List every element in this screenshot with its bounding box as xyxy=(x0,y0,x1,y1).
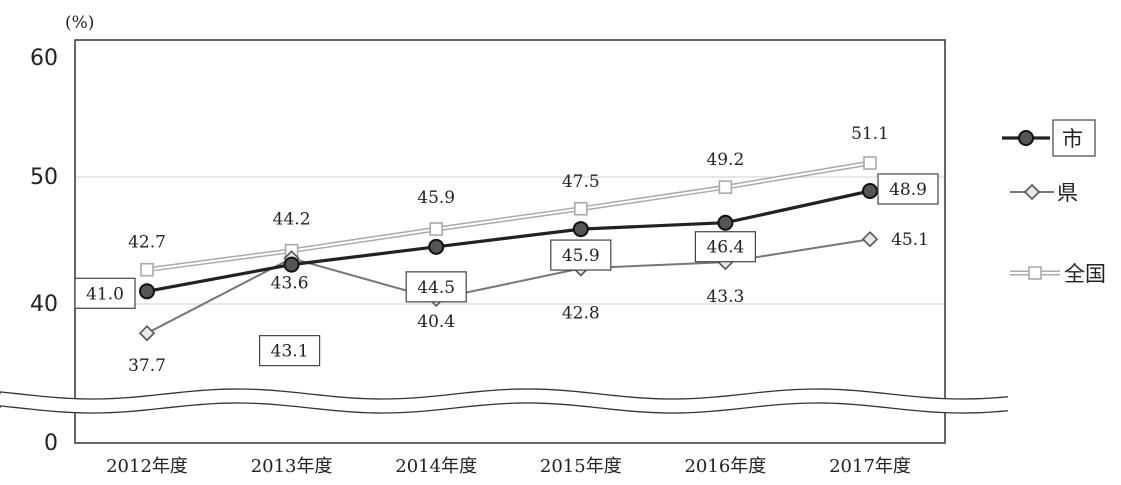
data-label: 43.3 xyxy=(706,287,744,307)
data-point-square xyxy=(718,180,733,194)
data-label: 41.0 xyxy=(86,284,124,304)
y-tick-label: 0 xyxy=(44,431,58,456)
data-label: 42.7 xyxy=(128,233,166,253)
legend-label: 全国 xyxy=(1064,262,1106,286)
data-label: 45.1 xyxy=(891,230,929,250)
y-tick-label: 40 xyxy=(30,292,58,317)
x-tick-label: 2016年度 xyxy=(684,456,766,477)
data-label-box xyxy=(259,335,321,367)
data-point-square xyxy=(140,262,154,277)
series-layer xyxy=(138,156,879,342)
data-point-circle xyxy=(139,283,155,300)
x-tick-label: 2017年度 xyxy=(829,456,911,477)
data-label-box xyxy=(694,231,757,263)
data-point-square xyxy=(429,222,444,236)
data-label: 48.9 xyxy=(889,180,927,200)
data-label: 44.5 xyxy=(417,278,455,298)
data-label: 42.8 xyxy=(562,303,600,323)
data-point-diamond xyxy=(138,325,156,342)
data-label-box xyxy=(550,239,612,271)
axis-break-band xyxy=(0,389,1015,413)
axes xyxy=(0,39,1015,444)
data-label: 51.1 xyxy=(851,124,889,144)
data-label: 46.4 xyxy=(706,238,744,258)
data-point-circle xyxy=(283,256,300,273)
axis-break-line xyxy=(0,402,1009,414)
x-tick-label: 2014年度 xyxy=(395,456,477,477)
data-point-circle xyxy=(717,214,734,231)
data-point-diamond xyxy=(861,231,879,248)
data-label: 45.9 xyxy=(417,188,455,208)
legend-label: 市 xyxy=(1062,127,1083,151)
y-tick-label: 50 xyxy=(30,165,58,190)
data-label-box xyxy=(877,173,939,205)
data-label: 49.2 xyxy=(706,150,744,170)
y-axis-unit: (%) xyxy=(65,13,94,33)
series-line-national-inner xyxy=(146,162,871,271)
data-label: 47.5 xyxy=(562,172,600,192)
data-label: 40.4 xyxy=(417,312,455,332)
data-point-diamond xyxy=(1023,183,1041,201)
data-label-box xyxy=(74,277,136,309)
plot-frame xyxy=(74,39,946,444)
x-tick-label: 2013年度 xyxy=(251,456,333,477)
data-point-square xyxy=(863,156,877,170)
data-point-square xyxy=(1028,266,1042,280)
data-label: 43.6 xyxy=(271,273,309,293)
data-label: 37.7 xyxy=(128,356,166,376)
y-tick-label: 60 xyxy=(30,46,58,71)
data-label-box xyxy=(405,271,467,303)
data-point-circle xyxy=(572,221,589,238)
data-label: 43.1 xyxy=(271,342,309,362)
x-tick-label: 2015年度 xyxy=(540,456,622,477)
x-tick-label: 2012年度 xyxy=(106,456,188,477)
data-point-circle xyxy=(428,238,445,255)
data-labels: 41.0 43.1 44.5 45.9 46.4 48.9 37.7 43.6 40.4 42.8… xyxy=(74,124,939,376)
axis-break-line xyxy=(0,388,1009,400)
data-label: 44.2 xyxy=(273,210,311,230)
legend-label: 県 xyxy=(1057,181,1078,205)
data-point-circle xyxy=(1018,130,1034,146)
gridlines xyxy=(75,176,945,305)
data-point-circle xyxy=(862,182,878,199)
tick-labels: 60 50 40 0 (%) 2012年度 2013年度 2014年度 2015年度 2016年度… xyxy=(30,13,911,477)
data-point-square xyxy=(573,201,588,216)
data-label: 45.9 xyxy=(562,246,600,266)
series-line-city xyxy=(146,189,871,293)
legend-label-box xyxy=(1052,119,1096,157)
